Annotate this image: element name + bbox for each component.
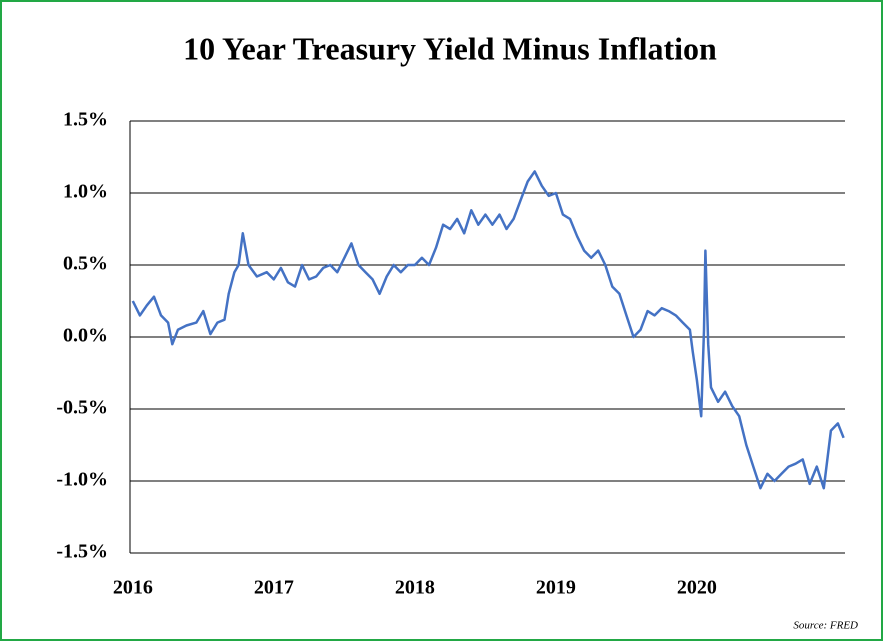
y-tick-label: 1.0% bbox=[63, 181, 108, 203]
y-tick-label: 0.5% bbox=[63, 253, 108, 275]
x-tick-label: 2016 bbox=[113, 577, 153, 599]
y-tick-label: 0.0% bbox=[63, 325, 108, 347]
x-tick-label: 2017 bbox=[254, 577, 294, 599]
chart-title: 10 Year Treasury Yield Minus Inflation bbox=[183, 30, 717, 66]
x-tick-label: 2018 bbox=[395, 577, 435, 599]
source-note: Source: FRED bbox=[793, 620, 858, 632]
y-tick-label: -0.5% bbox=[56, 397, 108, 419]
x-tick-label: 2019 bbox=[536, 577, 576, 599]
y-tick-label: 1.5% bbox=[63, 109, 108, 131]
data-line bbox=[131, 170, 845, 490]
x-tick-label: 2020 bbox=[677, 577, 717, 599]
y-tick-label: -1.0% bbox=[56, 469, 108, 491]
y-tick-label: -1.5% bbox=[56, 541, 108, 563]
